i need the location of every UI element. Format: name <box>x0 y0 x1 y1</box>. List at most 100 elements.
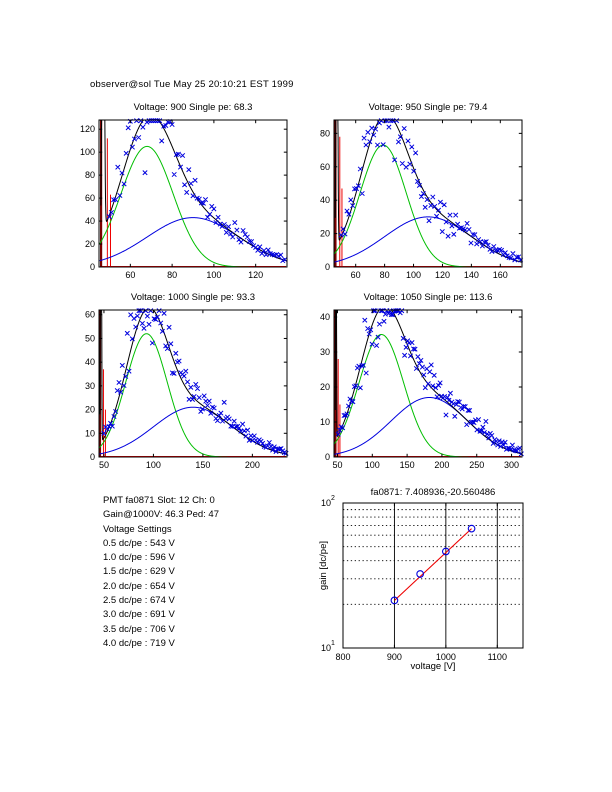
info-line-setting-3p0: 3.0 dc/pe : 691 V <box>103 609 175 621</box>
scatter-points <box>338 118 524 263</box>
chart-title-voltage-950: Voltage: 950 Single pe: 79.4 <box>368 102 488 113</box>
total-fit-curve <box>100 119 288 262</box>
x-tick-label: 200 <box>434 460 449 470</box>
chart-voltage-950: Voltage: 950 Single pe: 79.4 60 80 100 120 1… <box>310 100 530 284</box>
y-tick-label: 20 <box>85 405 95 415</box>
pmt-info-panel: PMT fa0871 Slot: 12 Ch: 0 Gain@1000V: 46… <box>103 494 219 651</box>
y-tick-label: 0 <box>325 262 330 272</box>
background-curve <box>99 217 288 262</box>
axes-box: 50 100 150 200 250 300 0 10 20 30 40 <box>320 309 523 470</box>
gain-point <box>390 596 399 605</box>
axes-box: 50 100 150 200 0 10 20 30 40 50 60 <box>85 309 288 470</box>
y-tick-label: 0 <box>90 262 95 272</box>
y-tick-label: 40 <box>85 216 95 226</box>
y-tick-label: 60 <box>85 193 95 203</box>
x-tick-label: 100 <box>365 460 380 470</box>
x-tick-label: 80 <box>167 270 177 280</box>
gain-x-axis-label: voltage [V] <box>410 661 456 672</box>
x-tick-label: 80 <box>380 270 390 280</box>
x-tick-label: 300 <box>504 460 519 470</box>
info-line-pmt-id: PMT fa0871 Slot: 12 Ch: 0 <box>103 495 215 506</box>
gain-point <box>467 524 476 533</box>
total-fit-curve <box>99 309 288 455</box>
info-line-setting-2p5: 2.5 dc/pe : 674 V <box>103 595 175 607</box>
x-tick-label: 100 <box>146 460 161 470</box>
gain-y-axis-label: gain [dc/pe] <box>318 541 329 591</box>
y-tick-label-exponent: 2 <box>331 495 335 502</box>
x-tick-label: 800 <box>335 652 350 662</box>
total-fit-curve <box>334 309 523 455</box>
y-tick-label: 0 <box>325 452 330 462</box>
y-tick-label: 30 <box>320 347 330 357</box>
scatter-points <box>335 308 524 457</box>
chart-title-voltage-1000: Voltage: 1000 Single pe: 93.3 <box>130 292 256 303</box>
background-curve <box>334 397 523 455</box>
y-tick-label: 10 <box>85 428 95 438</box>
background-curve <box>334 216 523 263</box>
info-line-setting-0p5: 0.5 dc/pe : 543 V <box>103 537 175 549</box>
scatter-points <box>101 308 289 456</box>
y-tick-label: 40 <box>320 312 330 322</box>
page-header-timestamp: observer@sol Tue May 25 20:10:21 EST 199… <box>90 79 294 90</box>
info-line-voltage-settings-heading: Voltage Settings <box>103 523 172 535</box>
chart-voltage-900: Voltage: 900 Single pe: 68.3 60 80 100 120 0… <box>75 100 295 284</box>
y-tick-label: 40 <box>320 195 330 205</box>
info-line-setting-2p0: 2.0 dc/pe : 654 V <box>103 580 175 592</box>
x-tick-label: 60 <box>351 270 361 280</box>
chart-gain-vs-voltage: fa0871: 7.408936,-20.560486 800 900 1000 11… <box>317 487 531 687</box>
x-tick-label: 900 <box>387 652 402 662</box>
y-tick-label: 80 <box>320 128 330 138</box>
y-tick-label: 60 <box>85 310 95 320</box>
y-tick-label: 20 <box>320 229 330 239</box>
scatter-points <box>106 118 288 264</box>
y-tick-label: 50 <box>85 333 95 343</box>
y-tick-label-exponent: 1 <box>331 640 335 647</box>
x-tick-label: 100 <box>406 270 421 280</box>
gain-point <box>416 570 424 578</box>
x-tick-label: 250 <box>469 460 484 470</box>
gridlines <box>343 503 523 648</box>
x-tick-label: 100 <box>206 270 221 280</box>
y-tick-label: 20 <box>320 382 330 392</box>
x-tick-label: 1100 <box>488 652 507 662</box>
info-line-setting-4p0: 4.0 dc/pe : 719 V <box>103 637 175 649</box>
x-tick-label: 120 <box>435 270 450 280</box>
chart-title-gain-fit: fa0871: 7.408936,-20.560486 <box>370 487 496 498</box>
y-tick-label: 20 <box>85 239 95 249</box>
x-tick-label: 140 <box>464 270 479 280</box>
y-tick-label: 40 <box>85 357 95 367</box>
info-line-setting-1p0: 1.0 dc/pe : 596 V <box>103 552 175 564</box>
y-tick-label: 120 <box>80 124 95 134</box>
axes-box: 60 80 100 120 140 160 0 20 40 60 80 <box>320 119 523 280</box>
x-tick-label: 150 <box>400 460 415 470</box>
x-tick-label: 1000 <box>436 652 456 662</box>
gain-data-points <box>390 524 476 605</box>
chart-voltage-1050: Voltage: 1050 Single pe: 113.6 50 100 150 2… <box>310 290 530 474</box>
y-tick-label-base: 10 <box>321 498 331 508</box>
x-tick-label: 50 <box>99 460 109 470</box>
x-tick-label: 200 <box>245 460 260 470</box>
info-line-setting-3p5: 3.5 dc/pe : 706 V <box>103 623 175 635</box>
chart-title-voltage-900: Voltage: 900 Single pe: 68.3 <box>133 102 253 113</box>
y-tick-label-base: 10 <box>321 643 331 653</box>
y-tick-label: 80 <box>85 170 95 180</box>
chart-canvas-voltage-1000: 50 100 150 200 0 10 20 30 40 50 60 <box>85 308 289 470</box>
info-line-setting-1p5: 1.5 dc/pe : 629 V <box>103 566 175 578</box>
y-tick-label: 100 <box>80 147 95 157</box>
chart-voltage-1000: Voltage: 1000 Single pe: 93.3 50 100 150 20… <box>75 290 295 474</box>
y-tick-label: 10 <box>320 417 330 427</box>
gain-fit-line <box>394 528 472 601</box>
axes-box: 60 80 100 120 0 20 40 60 80 100 120 <box>80 119 288 280</box>
chart-canvas-voltage-900: 60 80 100 120 0 20 40 60 80 100 120 <box>80 118 288 280</box>
total-fit-curve <box>334 119 523 263</box>
chart-canvas-voltage-950: 60 80 100 120 140 160 0 20 40 60 80 <box>320 118 524 280</box>
x-tick-label: 120 <box>248 270 263 280</box>
x-tick-label: 50 <box>332 460 342 470</box>
chart-canvas-voltage-1050: 50 100 150 200 250 300 0 10 20 30 40 <box>320 308 524 470</box>
x-tick-label: 150 <box>195 460 210 470</box>
x-tick-label: 60 <box>125 270 135 280</box>
y-tick-label: 30 <box>85 381 95 391</box>
